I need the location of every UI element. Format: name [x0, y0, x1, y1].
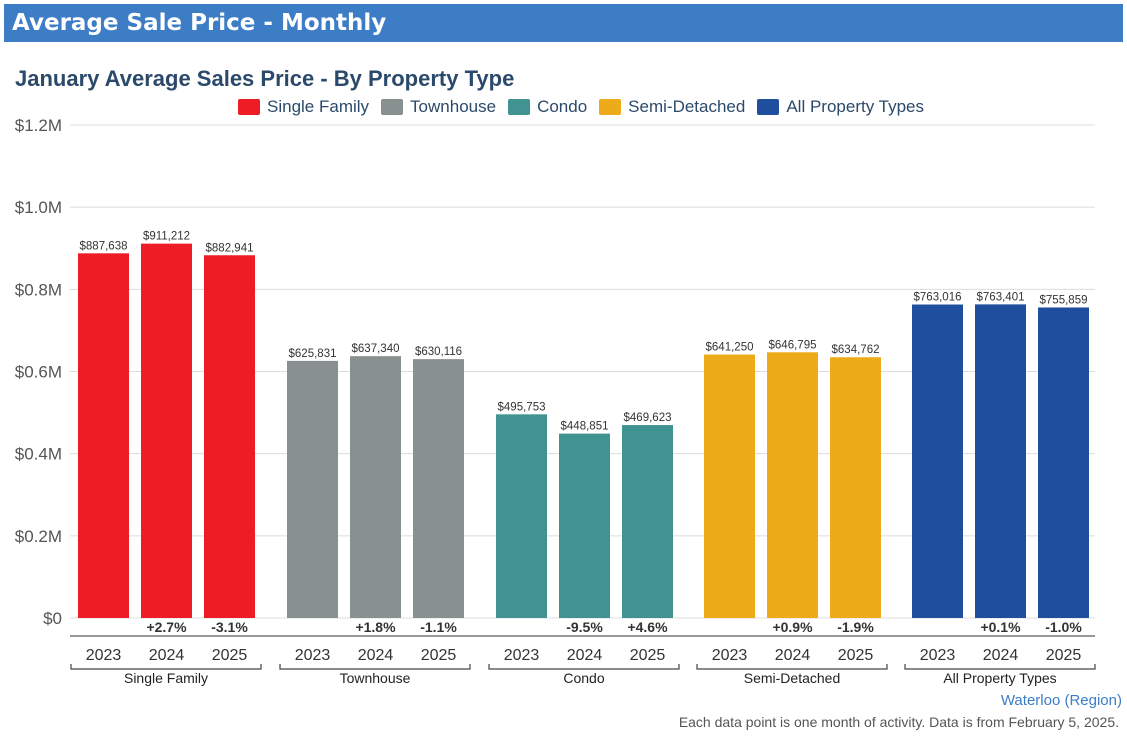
change-label: -1.9% [837, 619, 874, 635]
bar [830, 357, 881, 618]
bar [413, 359, 464, 618]
x-tick-label: 2024 [775, 647, 811, 664]
x-tick-label: 2024 [983, 647, 1019, 664]
change-label: +0.9% [772, 619, 813, 635]
group-label: Condo [563, 670, 604, 686]
group-label: Townhouse [340, 670, 411, 686]
legend-item-townhouse[interactable]: Townhouse [381, 97, 496, 117]
group-label: All Property Types [943, 670, 1056, 686]
data-label: $495,753 [498, 401, 546, 413]
x-tick-label: 2023 [504, 647, 540, 664]
group-label: Semi-Detached [744, 670, 841, 686]
legend: Single Family Townhouse Condo Semi-Detac… [238, 96, 924, 118]
x-tick-label: 2024 [149, 647, 185, 664]
legend-item-all-property-types[interactable]: All Property Types [757, 97, 924, 117]
legend-swatch [238, 99, 260, 115]
x-tick-label: 2023 [712, 647, 748, 664]
data-label: $469,623 [624, 412, 672, 424]
change-label: -3.1% [211, 619, 248, 635]
y-tick-label: $0.4M [15, 445, 62, 464]
legend-label: Semi-Detached [628, 97, 746, 116]
change-label: -1.1% [420, 619, 457, 635]
y-tick-label: $0.6M [15, 363, 62, 382]
data-label: $911,212 [143, 231, 190, 243]
bar [287, 360, 338, 618]
x-tick-label: 2023 [920, 647, 956, 664]
bar [559, 433, 610, 618]
legend-swatch [757, 99, 780, 115]
legend-item-condo[interactable]: Condo [508, 97, 587, 117]
group-bracket [70, 664, 262, 670]
bar [767, 352, 818, 618]
x-tick-label: 2024 [358, 647, 394, 664]
change-label: +1.8% [355, 619, 396, 635]
bar [78, 253, 129, 618]
data-label: $625,831 [289, 348, 337, 360]
change-label: -1.0% [1045, 619, 1082, 635]
bar [1038, 307, 1089, 618]
data-label: $646,795 [769, 339, 817, 351]
legend-item-semi-detached[interactable]: Semi-Detached [599, 97, 745, 117]
bar [496, 414, 547, 618]
legend-label: Single Family [267, 97, 370, 116]
bar [350, 356, 401, 618]
x-tick-label: 2024 [567, 647, 603, 664]
chart-title: January Average Sales Price - By Propert… [15, 66, 515, 91]
group-label: Single Family [124, 670, 208, 686]
x-tick-label: 2025 [421, 647, 457, 664]
legend-item-single-family[interactable]: Single Family [238, 97, 369, 117]
legend-label: All Property Types [786, 97, 924, 116]
data-label: $882,941 [206, 242, 254, 254]
change-label: +0.1% [980, 619, 1021, 635]
group-bracket [904, 664, 1096, 670]
footnote: Each data point is one month of activity… [678, 714, 1119, 730]
y-tick-label: $1.0M [15, 198, 62, 217]
header-bar: Average Sale Price - Monthly [4, 4, 1123, 42]
data-label: $641,250 [706, 342, 754, 354]
bar [141, 243, 192, 618]
bar [912, 304, 963, 618]
x-tick-label: 2023 [295, 647, 331, 664]
x-tick-label: 2023 [86, 647, 122, 664]
x-tick-label: 2025 [630, 647, 666, 664]
legend-swatch [599, 99, 622, 115]
data-label: $887,638 [80, 240, 128, 252]
data-label: $634,762 [832, 344, 880, 356]
bar [975, 304, 1026, 618]
legend-label: Condo [537, 97, 588, 116]
y-tick-label: $0 [43, 609, 62, 628]
change-label: -9.5% [566, 619, 603, 635]
header-title: Average Sale Price - Monthly [12, 10, 387, 36]
bar [622, 425, 673, 618]
change-label: +4.6% [627, 619, 668, 635]
change-label: +2.7% [146, 619, 187, 635]
y-tick-label: $0.2M [15, 527, 62, 546]
data-label: $630,116 [415, 346, 462, 358]
x-tick-label: 2025 [1046, 647, 1082, 664]
x-tick-label: 2025 [212, 647, 248, 664]
data-label: $763,016 [914, 292, 962, 304]
group-bracket [488, 664, 680, 670]
group-bracket [279, 664, 471, 670]
data-label: $637,340 [352, 343, 400, 355]
y-tick-label: $1.2M [15, 116, 62, 135]
bar [704, 354, 755, 618]
x-tick-label: 2025 [838, 647, 874, 664]
legend-label: Townhouse [410, 97, 497, 116]
group-bracket [696, 664, 888, 670]
legend-swatch [508, 99, 531, 115]
y-tick-label: $0.8M [15, 280, 62, 299]
data-label: $448,851 [561, 421, 609, 433]
region-label[interactable]: Waterloo (Region) [1000, 692, 1122, 709]
data-label: $755,859 [1040, 294, 1088, 306]
bar [204, 255, 255, 618]
data-label: $763,401 [977, 291, 1025, 303]
legend-swatch [381, 99, 404, 115]
